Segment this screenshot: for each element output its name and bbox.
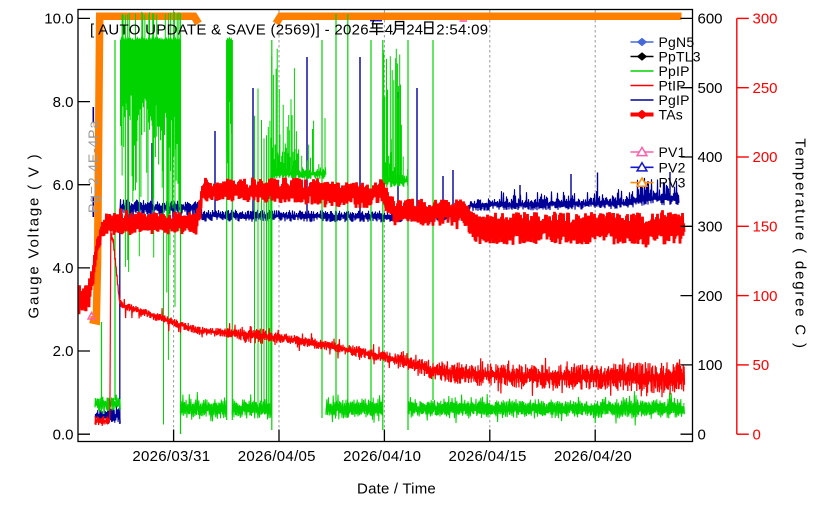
svg-text:Pg=2.4E-4Pa: Pg=2.4E-4Pa — [85, 120, 101, 213]
svg-text:10.0: 10.0 — [44, 11, 73, 28]
svg-text:150: 150 — [753, 219, 778, 236]
svg-text:Date / Time: Date / Time — [357, 481, 436, 498]
svg-text:100: 100 — [753, 288, 778, 305]
svg-text:TAs: TAs — [659, 107, 683, 123]
svg-text:PV2: PV2 — [659, 159, 686, 175]
svg-text:2:54:09: 2:54:09 — [436, 22, 488, 39]
svg-text:50: 50 — [753, 357, 770, 374]
svg-text:PgIP: PgIP — [659, 92, 690, 108]
svg-text:300: 300 — [698, 219, 723, 236]
svg-text:200: 200 — [698, 288, 723, 305]
svg-text:Temperature ( degree C ): Temperature ( degree C ) — [792, 138, 809, 350]
svg-text:600: 600 — [698, 11, 723, 28]
svg-text:PV3: PV3 — [659, 175, 686, 191]
svg-text:2026/04/05: 2026/04/05 — [238, 448, 316, 465]
svg-text:8.0: 8.0 — [53, 94, 74, 111]
svg-text:PpIP: PpIP — [659, 63, 690, 79]
svg-text:Gauge Voltage ( V ): Gauge Voltage ( V ) — [26, 153, 43, 319]
svg-text:24: 24 — [406, 22, 423, 39]
svg-text:2026/04/20: 2026/04/20 — [554, 448, 632, 465]
svg-text:500: 500 — [698, 80, 723, 97]
svg-text:2026/04/10: 2026/04/10 — [343, 448, 421, 465]
svg-text:6.0: 6.0 — [53, 177, 74, 194]
svg-text:PV1: PV1 — [659, 144, 686, 160]
svg-text:0.0: 0.0 — [53, 426, 74, 443]
svg-text:2.0: 2.0 — [53, 343, 74, 360]
svg-text:0: 0 — [753, 426, 761, 443]
svg-text:[ AUTO UPDATE & SAVE (2569)] -: [ AUTO UPDATE & SAVE (2569)] - 2026 — [90, 22, 369, 39]
svg-text:250: 250 — [753, 80, 778, 97]
svg-text:4.0: 4.0 — [53, 260, 74, 277]
svg-text:200: 200 — [753, 149, 778, 166]
svg-text:PpTL3: PpTL3 — [659, 49, 701, 65]
svg-text:2026/03/31: 2026/03/31 — [132, 448, 210, 465]
svg-text:PtIP: PtIP — [659, 78, 686, 94]
svg-text:0: 0 — [698, 426, 706, 443]
svg-text:2026/04/15: 2026/04/15 — [449, 448, 527, 465]
svg-text:PgN5: PgN5 — [659, 34, 695, 50]
svg-text:100: 100 — [698, 357, 723, 374]
svg-text:4: 4 — [385, 22, 393, 39]
svg-text:400: 400 — [698, 149, 723, 166]
svg-text:300: 300 — [753, 11, 778, 28]
